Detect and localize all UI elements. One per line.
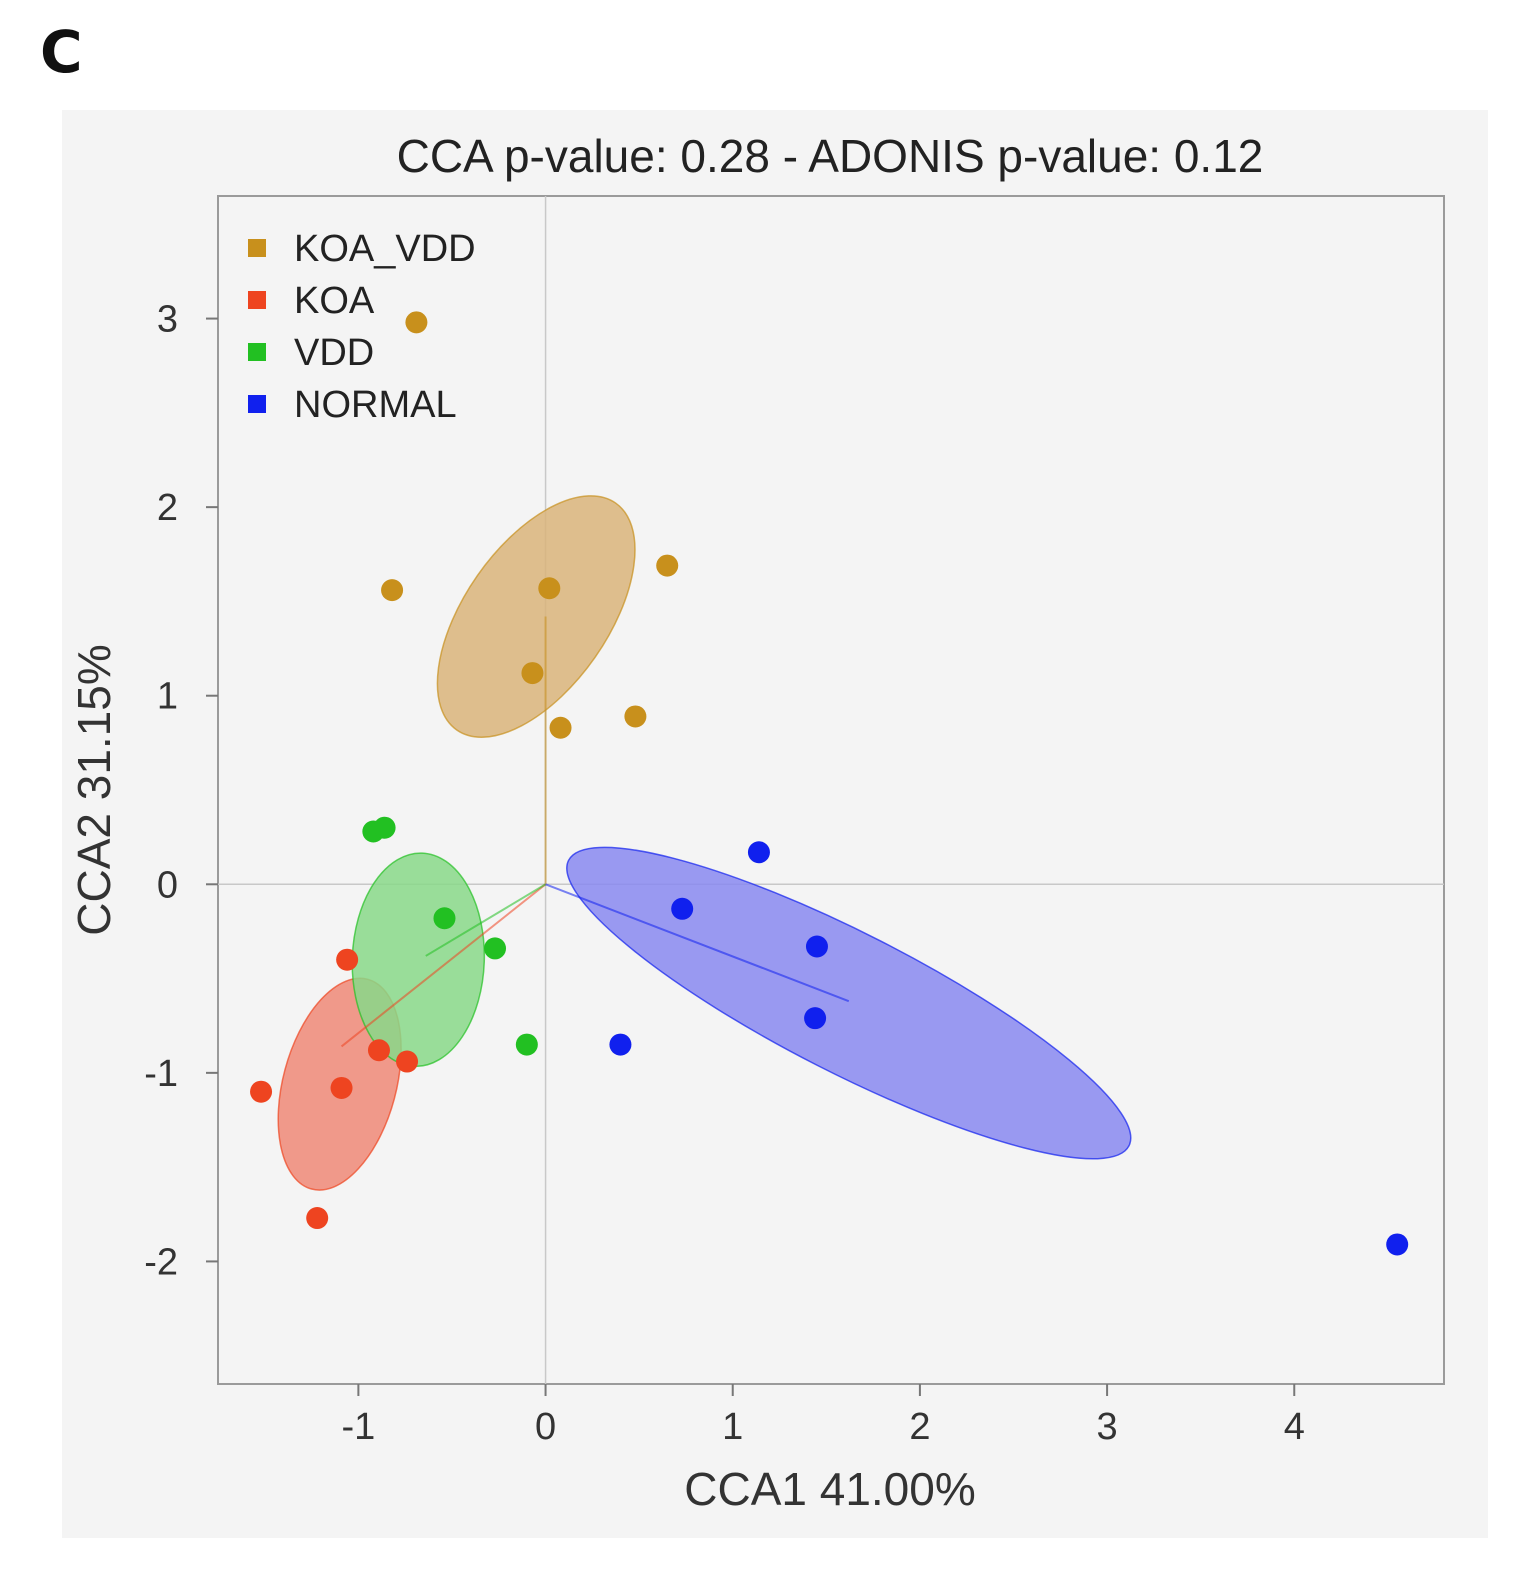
point-vdd	[484, 937, 507, 960]
point-vdd	[433, 907, 456, 930]
legend-swatch-koa-vdd	[248, 239, 266, 257]
point-normal	[804, 1007, 827, 1030]
spider-line-koa	[340, 883, 547, 1048]
y-tick-label: 2	[157, 487, 178, 529]
spider-line-normal	[545, 883, 850, 1003]
panel-label: C	[40, 18, 83, 86]
point-normal	[747, 841, 770, 864]
point-koa	[250, 1080, 273, 1103]
legend-swatch-vdd	[248, 343, 266, 361]
chart-title: CCA p-value: 0.28 - ADONIS p-value: 0.12	[397, 130, 1264, 182]
point-normal	[609, 1033, 632, 1056]
point-koa-vdd	[656, 554, 679, 577]
point-koa	[336, 948, 359, 971]
point-vdd	[515, 1033, 538, 1056]
y-tick-label: 1	[157, 676, 178, 718]
point-koa-vdd	[381, 579, 404, 602]
centroid-spiders	[340, 616, 850, 1048]
point-koa-vdd	[405, 311, 428, 334]
point-koa	[396, 1050, 419, 1073]
point-koa-vdd	[624, 705, 647, 728]
ellipse-koa-vdd	[436, 495, 636, 738]
point-koa-vdd	[549, 716, 572, 739]
point-koa-vdd	[521, 662, 544, 685]
point-normal	[1386, 1233, 1409, 1256]
point-koa	[367, 1039, 390, 1062]
point-normal	[671, 897, 694, 920]
x-axis-label: CCA1 41.00%	[684, 1463, 976, 1515]
legend-label-koa-vdd: KOA_VDD	[294, 228, 476, 270]
legend-label-vdd: VDD	[294, 332, 374, 374]
y-axis: -2 -1 0 1 2 3	[144, 299, 218, 1283]
point-normal	[805, 935, 828, 958]
legend-swatch-normal	[248, 395, 266, 413]
plot-frame	[217, 195, 1445, 1385]
point-koa	[306, 1207, 329, 1230]
x-tick-label: -1	[341, 1406, 375, 1448]
point-koa-vdd	[538, 577, 561, 600]
data-points	[250, 311, 1409, 1256]
y-tick-label: -2	[144, 1241, 178, 1283]
x-tick-label: 0	[535, 1406, 556, 1448]
spider-line-vdd	[425, 883, 547, 957]
legend-label-normal: NORMAL	[294, 384, 457, 426]
legend-label-koa: KOA	[294, 280, 375, 322]
legend: KOA_VDD KOA VDD NORMAL	[248, 228, 476, 426]
point-koa	[330, 1076, 353, 1099]
y-tick-label: 3	[157, 299, 178, 341]
y-axis-label: CCA2 31.15%	[68, 644, 120, 936]
x-tick-label: 1	[722, 1406, 743, 1448]
x-tick-label: 3	[1097, 1406, 1118, 1448]
ellipse-normal	[566, 846, 1132, 1160]
x-tick-label: 2	[909, 1406, 930, 1448]
point-vdd	[373, 816, 396, 839]
x-axis: -1 0 1 2 3 4	[341, 1384, 1305, 1448]
x-tick-label: 4	[1284, 1406, 1305, 1448]
confidence-ellipses	[277, 495, 1132, 1191]
y-tick-label: 0	[157, 864, 178, 906]
y-tick-label: -1	[144, 1053, 178, 1095]
legend-swatch-koa	[248, 291, 266, 309]
